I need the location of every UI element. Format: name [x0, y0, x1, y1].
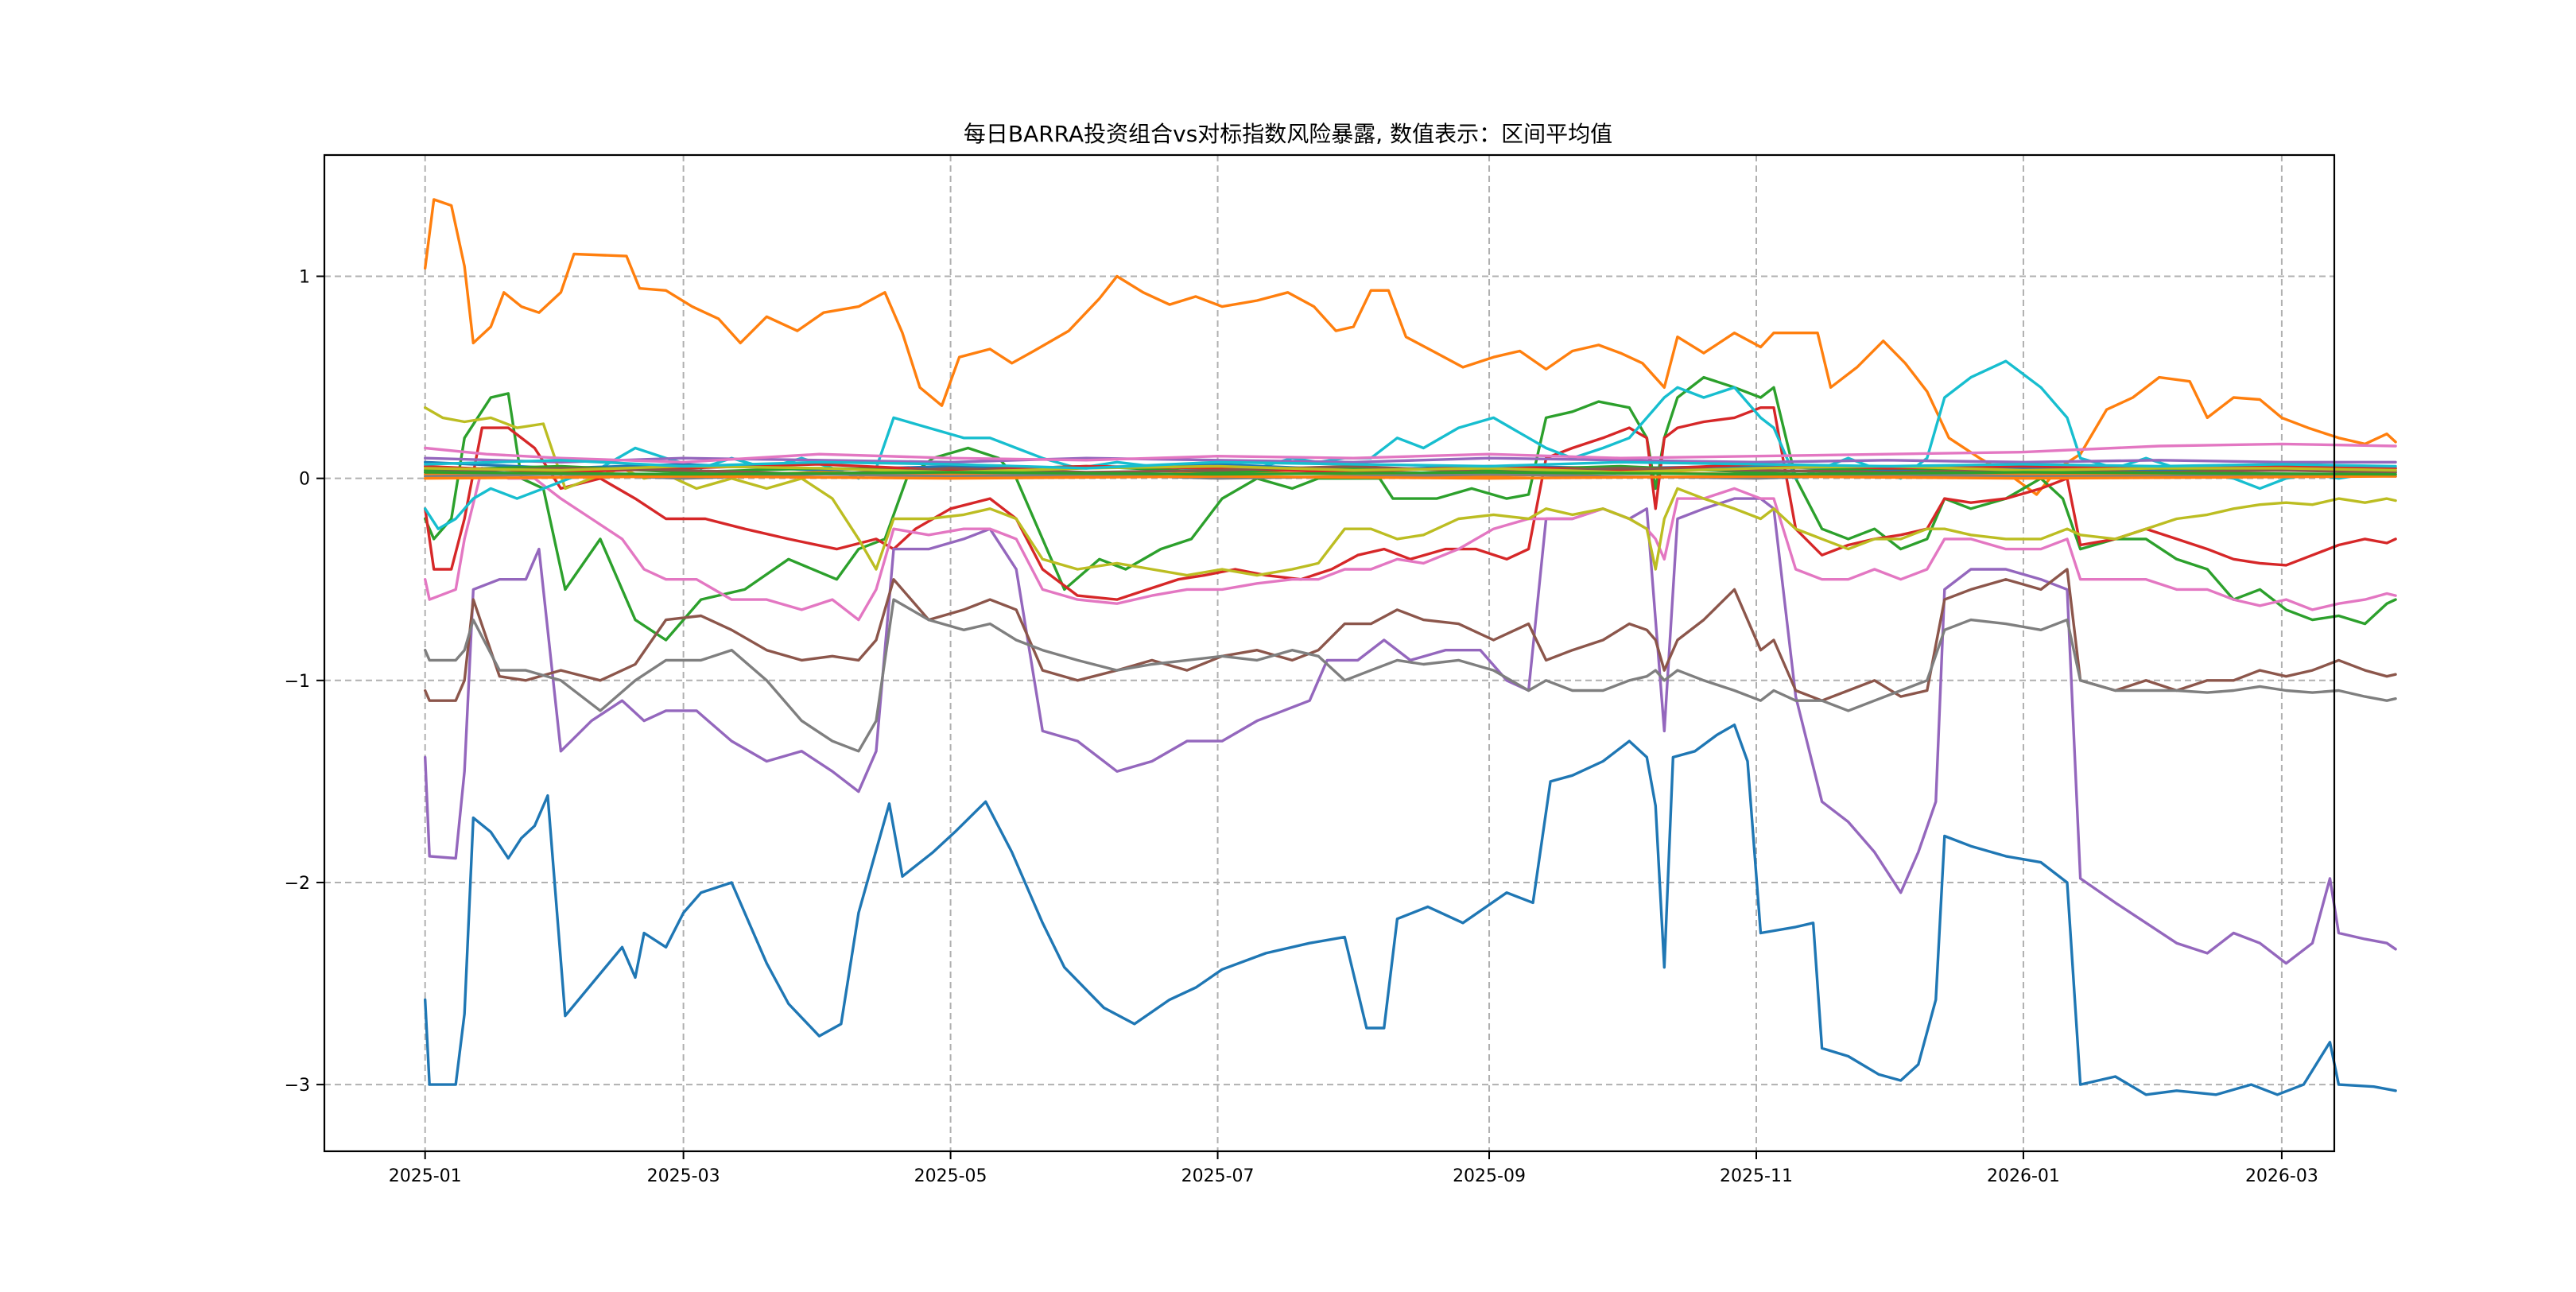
series-line-series-2 [424, 198, 2397, 496]
y-tick-label: −2 [285, 874, 310, 894]
y-tick-label: 1 [299, 267, 310, 287]
series-line-series-3 [424, 375, 2397, 642]
series-layer [424, 198, 2397, 1096]
y-tick-label: 0 [299, 470, 310, 490]
series-line-series-9 [424, 406, 2397, 577]
series-line-series-19 [424, 464, 2397, 474]
x-tick-label: 2026-03 [2245, 1166, 2318, 1186]
series-line-series-22 [424, 471, 2397, 476]
series-line-series-5 [424, 497, 2397, 965]
grid-layer [324, 155, 2334, 1151]
x-tick-label: 2025-01 [389, 1166, 462, 1186]
series-line-series-7 [424, 467, 2397, 622]
x-tick-label: 2025-05 [914, 1166, 987, 1186]
x-tick-label: 2025-11 [1720, 1166, 1793, 1186]
x-tick-label: 2026-01 [1987, 1166, 2060, 1186]
x-tick-label: 2025-03 [647, 1166, 720, 1186]
axis-layer: 1 0 −1 −2 −3 2025-01 2025-03 2025-05 2025-07 2025… [285, 153, 2336, 1186]
series-line-series-17 [424, 442, 2397, 464]
series-line-series-21 [424, 475, 2397, 480]
series-line-series-1 [424, 724, 2397, 1096]
plot-frame [323, 153, 2336, 1153]
series-line-series-20 [424, 459, 2397, 470]
series-line-series-4 [424, 406, 2397, 601]
y-tick-label: −1 [285, 672, 310, 692]
series-line-series-8 [424, 598, 2397, 753]
chart-title: 每日BARRA投资组合vs对标指数风险暴露, 数值表示：区间平均值 [964, 121, 1612, 147]
y-tick-label: −3 [285, 1076, 310, 1096]
series-line-series-6 [424, 568, 2397, 702]
x-tick-label: 2025-09 [1453, 1166, 1526, 1186]
x-tick-label: 2025-07 [1181, 1166, 1255, 1186]
series-line-series-10 [424, 359, 2397, 530]
